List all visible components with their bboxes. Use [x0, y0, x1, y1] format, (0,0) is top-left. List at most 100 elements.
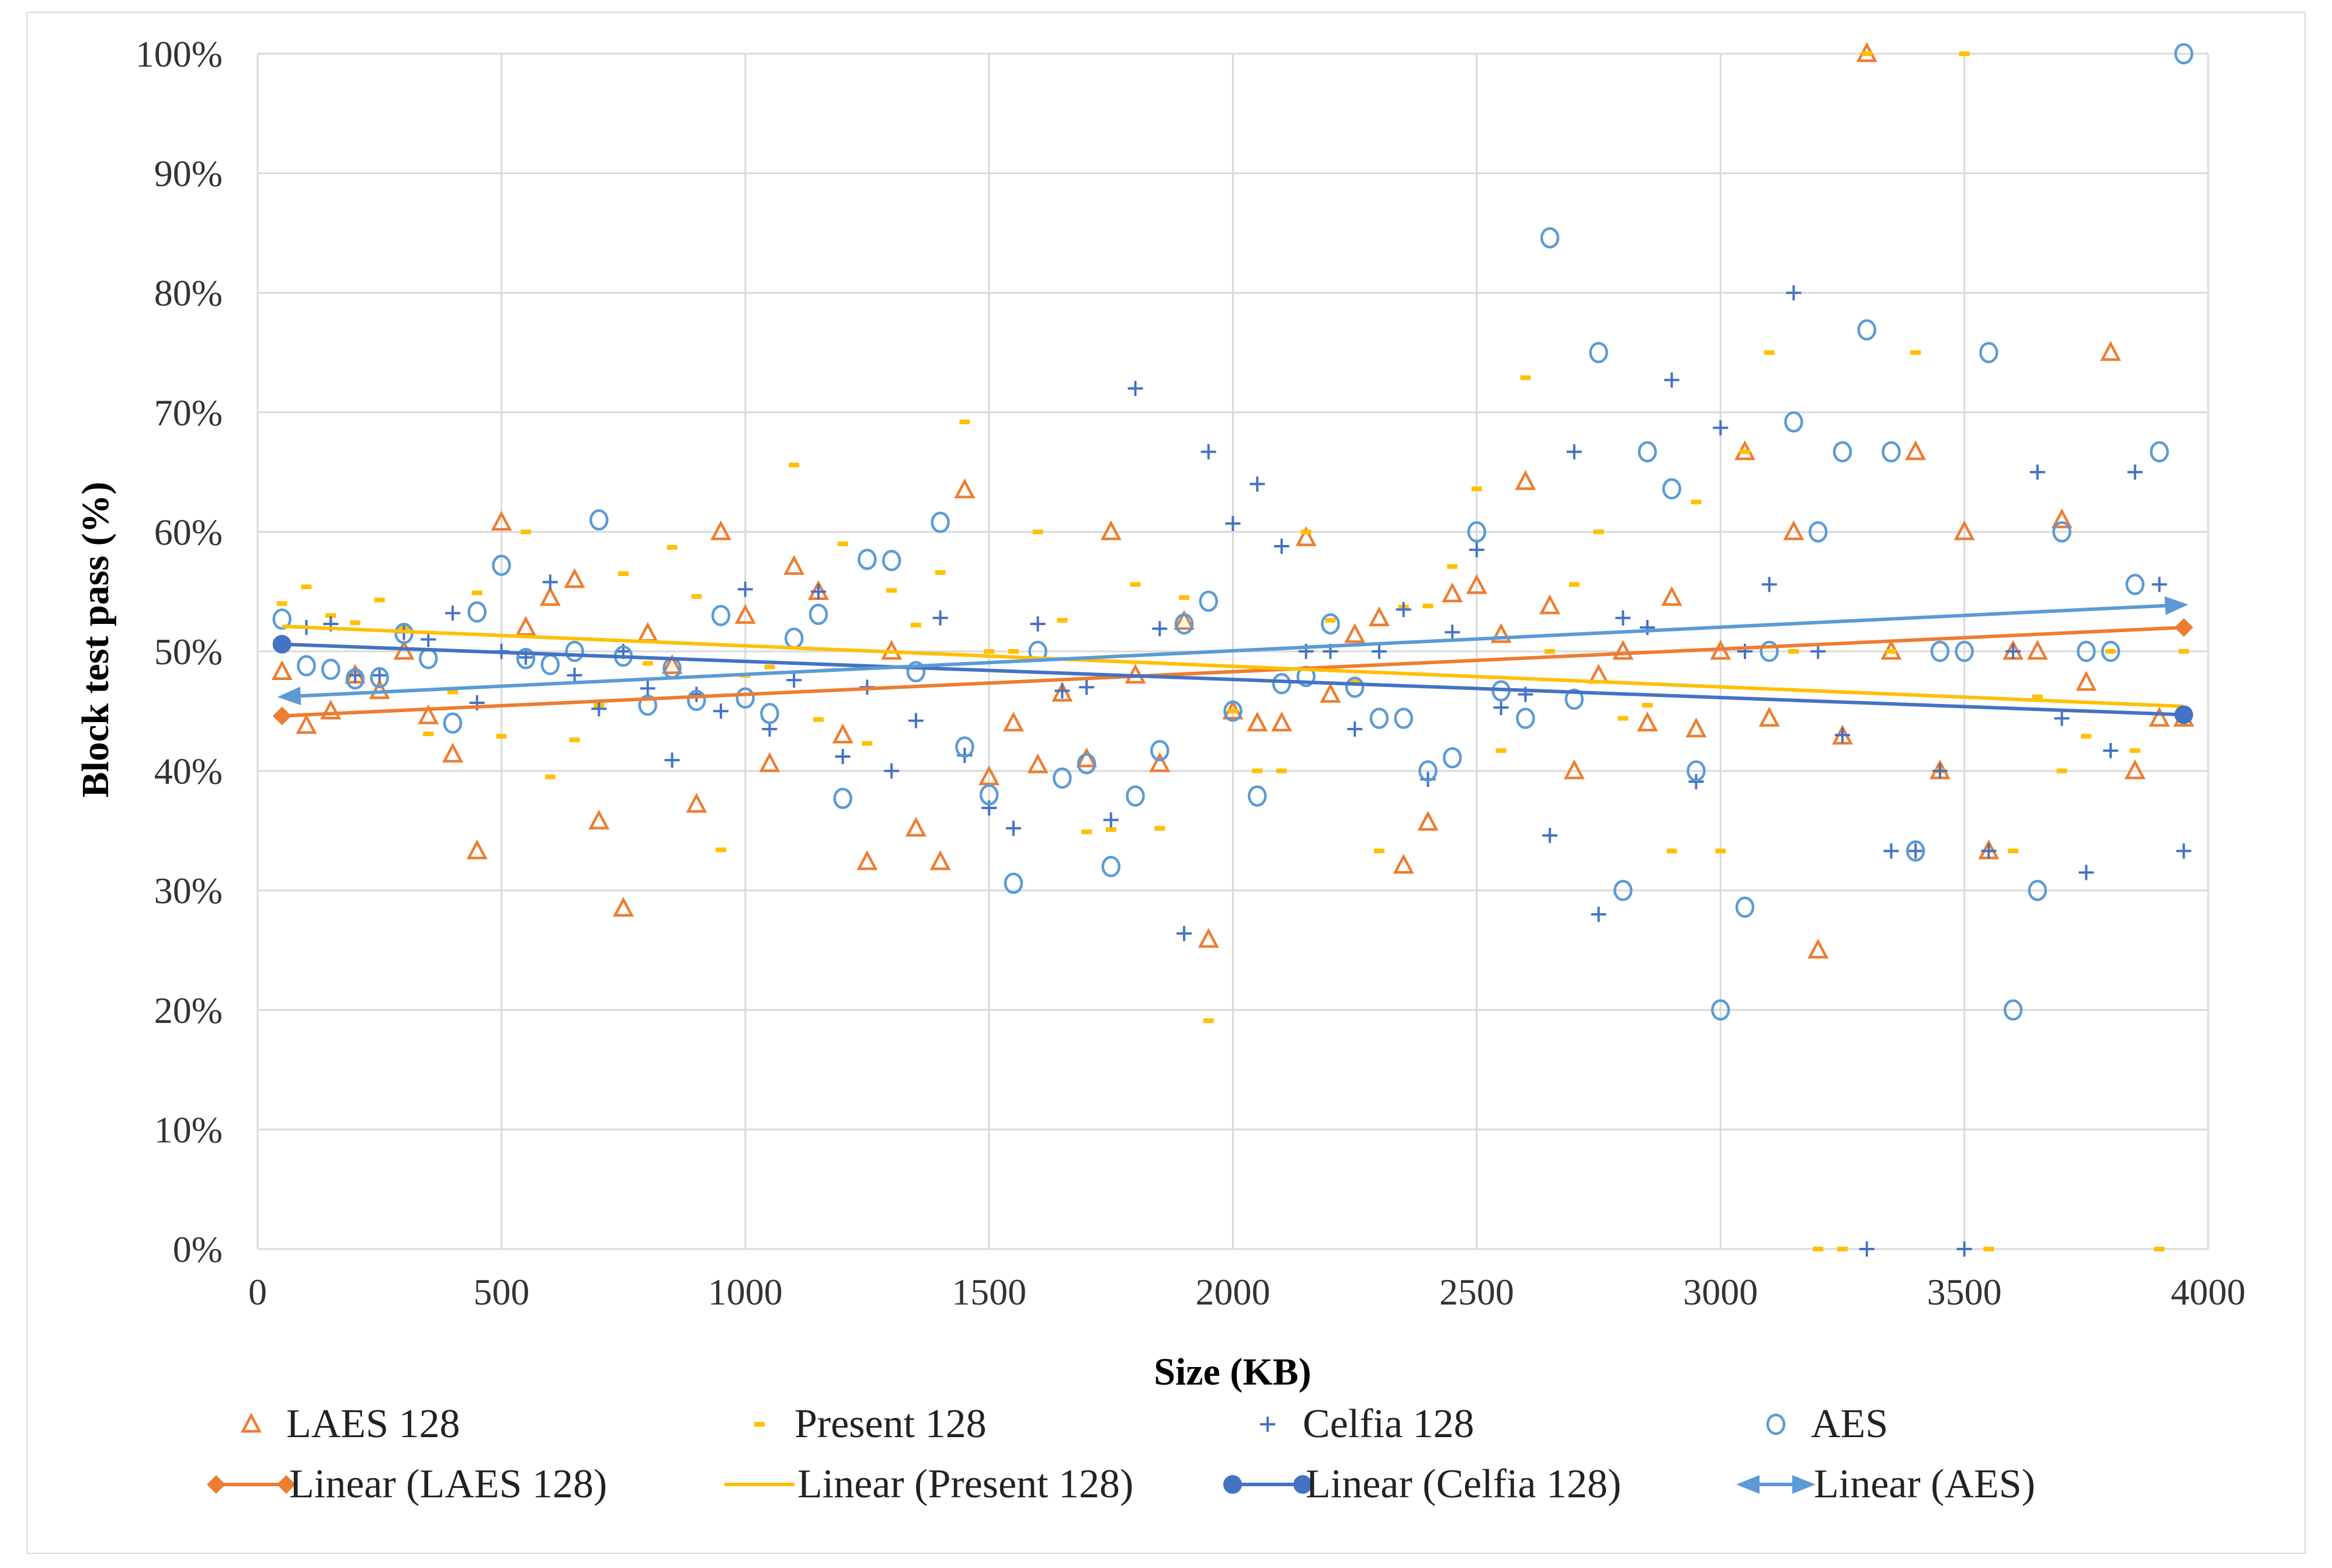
data-point [1664, 372, 1679, 388]
data-point [1250, 476, 1265, 492]
data-point [447, 689, 458, 695]
data-point [1200, 444, 1216, 460]
data-point [1883, 843, 1899, 859]
legend: LAES 128 Present 128 Celfia 128 AES Linear (… [207, 1402, 2035, 1507]
data-point [2150, 441, 2169, 463]
data-point [886, 588, 897, 593]
data-point [661, 654, 683, 674]
trend-diamond [207, 1475, 225, 1494]
data-point [1247, 711, 1268, 732]
data-point [2032, 694, 2043, 699]
legend-label: LAES 128 [286, 1402, 460, 1446]
x-tick-label: 4000 [2171, 1271, 2246, 1313]
data-point [832, 723, 853, 744]
data-point [1371, 644, 1387, 659]
data-point [272, 608, 292, 630]
data-point [1735, 896, 1755, 918]
data-point [1613, 879, 1633, 901]
data-point [2176, 843, 2192, 859]
data-point [1079, 679, 1095, 695]
data-point [1685, 717, 1707, 738]
y-tick-label: 90% [154, 153, 223, 195]
data-point [1466, 574, 1487, 594]
data-point [1539, 594, 1561, 615]
trendline-path [282, 642, 2184, 717]
data-point [1320, 682, 1341, 703]
data-point [1910, 350, 1921, 355]
data-point [1542, 828, 1558, 844]
data-point [1076, 747, 1098, 768]
trend-arrowhead [1792, 1475, 1816, 1494]
data-point [1691, 499, 1702, 505]
trend-arrowhead [277, 686, 301, 706]
data-point [491, 511, 512, 531]
data-point [1612, 640, 1634, 660]
data-point [2052, 521, 2071, 543]
data-point [418, 704, 439, 724]
data-point [2151, 577, 2167, 592]
data-point [2174, 43, 2194, 65]
data-point [1637, 441, 1657, 463]
data-point [2029, 464, 2045, 480]
trend-dot [2174, 705, 2194, 724]
data-point [1445, 625, 1460, 640]
trend-arrowhead [1736, 1475, 1760, 1494]
data-point [1126, 785, 1145, 807]
data-point [1227, 709, 1238, 714]
trend-diamond [272, 706, 292, 726]
legend-trend-swatch [207, 1475, 296, 1494]
legend-trend-swatch [1736, 1475, 1816, 1494]
data-point [1764, 350, 1775, 355]
data-point [1886, 649, 1897, 654]
y-tick-label: 50% [154, 631, 223, 672]
data-point [2056, 768, 2067, 773]
trendlines [272, 596, 2194, 726]
trendline [277, 596, 2189, 706]
data-point [1150, 740, 1170, 762]
y-tick-label: 0% [173, 1229, 223, 1270]
trendline [272, 618, 2194, 726]
data-point [862, 741, 873, 746]
data-point [618, 571, 629, 577]
grid-lines [256, 53, 2209, 1250]
data-point [1813, 1247, 1824, 1251]
data-point [540, 654, 560, 675]
data-point [1004, 872, 1023, 894]
data-point [1223, 700, 1243, 722]
data-point [1349, 678, 1361, 683]
data-point [687, 689, 706, 712]
data-point [515, 616, 537, 636]
data-point [2100, 341, 2122, 361]
data-point [1345, 677, 1365, 698]
data-point [856, 850, 878, 870]
data-point [2081, 734, 2092, 739]
data-point [760, 703, 779, 724]
data-point [1857, 319, 1876, 341]
data-point [637, 622, 658, 642]
data-point [786, 672, 802, 688]
data-point [1495, 748, 1507, 753]
data-point [664, 752, 680, 768]
data-point [423, 731, 434, 737]
data-point [1053, 767, 1072, 789]
trendline-path [282, 626, 2184, 718]
data-point [713, 703, 729, 719]
data-point [1906, 840, 1925, 862]
data-point [929, 850, 951, 870]
data-point [882, 550, 901, 571]
data-point [1198, 928, 1219, 948]
y-tick-label: 100% [136, 33, 223, 75]
data-point [1005, 820, 1021, 836]
data-point [1272, 672, 1292, 695]
x-axis-title: Size (KB) [1154, 1351, 1311, 1393]
data-point [884, 763, 900, 779]
data-point [1057, 618, 1068, 623]
data-point [1081, 829, 1092, 834]
data-point [833, 788, 852, 809]
data-point [2103, 743, 2119, 758]
data-point [2078, 865, 2094, 880]
data-point [1152, 621, 1168, 637]
data-point [1593, 529, 1604, 535]
data-point [2005, 644, 2021, 659]
